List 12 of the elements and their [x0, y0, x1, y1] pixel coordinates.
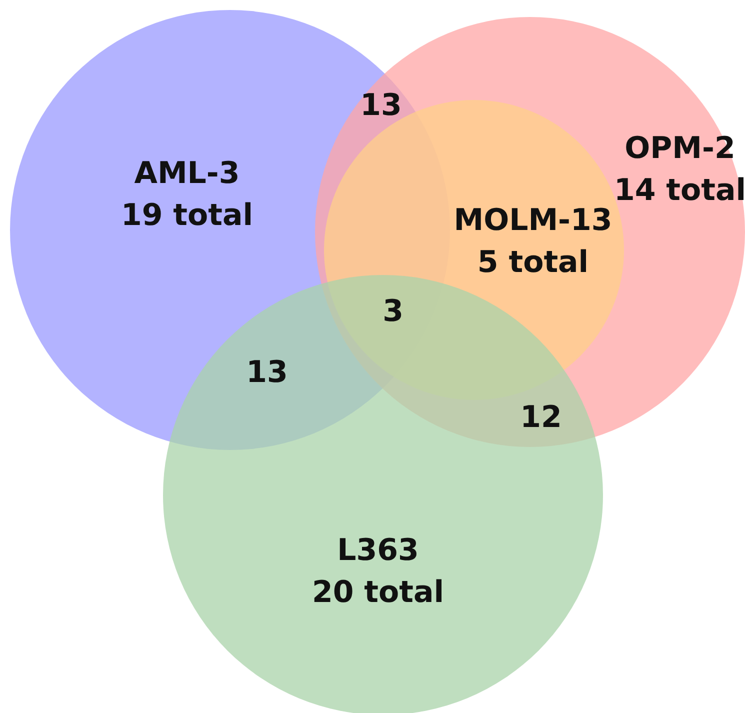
data-label: 20 total	[312, 575, 444, 610]
text: 12	[520, 400, 562, 436]
text: 3	[382, 294, 404, 330]
text: 13	[360, 88, 402, 124]
text: 13	[246, 355, 288, 390]
category-label: AML-3	[134, 156, 240, 192]
category-label: MOLM-13	[454, 203, 612, 238]
data-label: 19 total	[120, 198, 254, 234]
data-label: 5 total	[477, 245, 589, 280]
data-label: 14 total	[614, 173, 745, 208]
category-label: OPM-2	[624, 131, 736, 166]
category-label: L363	[337, 533, 419, 568]
